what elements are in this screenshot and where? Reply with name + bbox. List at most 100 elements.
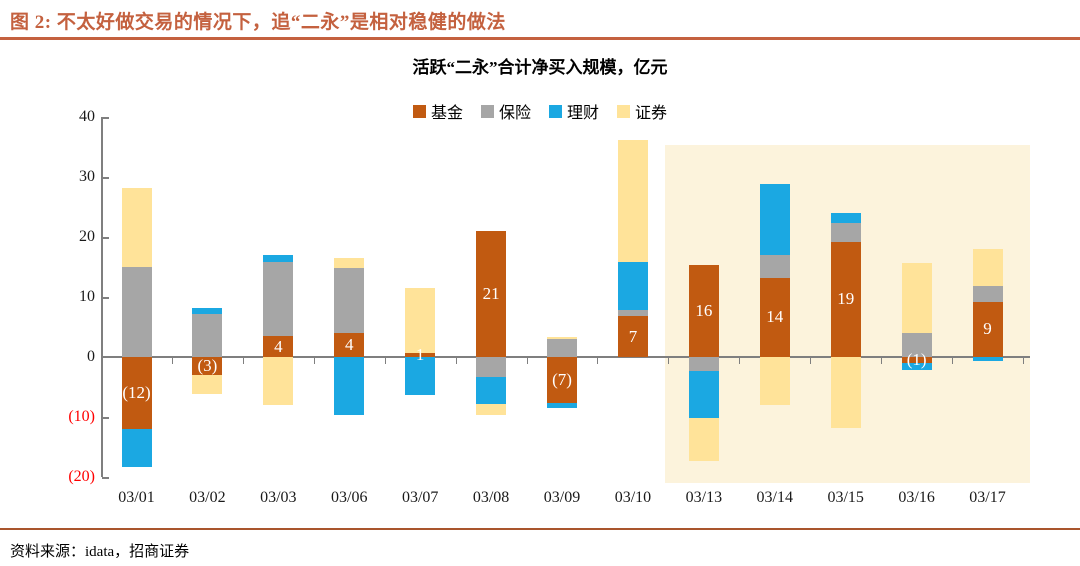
x-axis-tick [952, 357, 954, 364]
bar-segment-保险-03/03 [263, 262, 294, 336]
x-axis-tick [881, 357, 883, 364]
bar-segment-证券-03/08 [476, 404, 507, 415]
bar-segment-保险-03/06 [334, 268, 365, 333]
bar-segment-理财-03/15 [830, 213, 861, 224]
y-axis-tick [102, 477, 109, 479]
y-axis-tick [102, 177, 109, 179]
bar-value-label: (1) [906, 350, 927, 369]
bar-value-label: 16 [695, 300, 713, 320]
source-line: 资料来源：idata，招商证券 [10, 544, 190, 560]
bar-segment-保险-03/01 [121, 267, 152, 357]
bar-segment-基金-03/15 [830, 241, 861, 357]
bar-segment-证券-03/09 [547, 336, 578, 339]
y-axis-tick [102, 237, 109, 239]
bar-segment-保险-03/13 [688, 357, 719, 372]
legend-swatch-icon [480, 104, 494, 118]
bar-segment-证券-03/16 [901, 262, 932, 333]
y-axis-tick-label: 0 [87, 348, 95, 365]
bar-segment-保险-03/09 [547, 339, 578, 357]
legend-item-保险: 保险 [480, 99, 531, 123]
bar-segment-理财-03/14 [759, 184, 790, 255]
legend-label: 保险 [498, 105, 531, 122]
x-axis-label: 03/10 [614, 489, 652, 506]
x-axis-tick [1022, 357, 1024, 364]
bar-segment-保险-03/14 [759, 255, 790, 278]
bar-value-label: 4 [345, 335, 354, 354]
bar-segment-理财-03/02 [192, 307, 223, 314]
bar-segment-保险-03/02 [192, 313, 223, 357]
bar-segment-基金-03/07 [405, 352, 436, 357]
legend-label: 理财 [567, 105, 600, 122]
legend-swatch-icon [617, 104, 631, 118]
bar-segment-保险-03/10 [617, 309, 648, 317]
bar-segment-理财-03/17 [972, 357, 1003, 361]
y-axis-tick-label: 10 [79, 288, 95, 305]
bar-segment-证券-03/13 [688, 417, 719, 461]
x-axis-tick [739, 357, 741, 364]
x-axis-tick [526, 357, 528, 364]
y-axis-tick-label: (10) [68, 408, 95, 425]
bar-segment-证券-03/15 [830, 357, 861, 428]
y-axis-tick [102, 117, 109, 119]
bar-segment-理财-03/06 [334, 357, 365, 416]
bar-segment-证券-03/07 [405, 288, 436, 353]
bar-segment-理财-03/10 [617, 261, 648, 310]
bar-value-label: 14 [766, 307, 784, 327]
x-axis-label: 03/06 [331, 489, 368, 506]
bar-segment-理财-03/08 [476, 376, 507, 405]
bar-segment-保险-03/17 [972, 286, 1003, 302]
bar-segment-证券-03/02 [192, 375, 223, 395]
bar-segment-理财-03/03 [263, 255, 294, 263]
bar-segment-基金-03/16 [901, 357, 932, 363]
x-axis-label: 03/07 [401, 489, 439, 506]
bar-segment-保险-03/08 [476, 357, 507, 377]
bar-segment-基金-03/03 [263, 336, 294, 357]
bar-segment-基金-03/01 [121, 357, 152, 429]
figure-title: 图 2: 不太好做交易的情况下，追“二永”是相对稳健的做法 [10, 12, 506, 33]
bar-value-label: 1 [415, 344, 425, 364]
y-axis-tick-label: 20 [79, 228, 95, 245]
x-axis-tick [171, 357, 173, 364]
bar-value-label: (12) [122, 383, 151, 402]
x-axis-label: 03/01 [118, 489, 155, 506]
bar-segment-证券-03/17 [972, 249, 1003, 287]
legend-item-证券: 证券 [617, 99, 667, 123]
x-axis-tick [668, 357, 670, 364]
bar-value-label: (3) [197, 356, 218, 375]
bar-value-label: 9 [983, 319, 992, 339]
legend-label: 基金 [430, 105, 463, 122]
x-axis-label: 03/14 [756, 489, 793, 506]
y-axis-tick-label: 30 [79, 168, 95, 185]
x-axis-tick [384, 357, 386, 364]
x-axis-tick [313, 357, 315, 364]
y-axis-line [101, 117, 103, 477]
bar-segment-基金-03/02 [192, 357, 223, 375]
legend-swatch-icon [549, 104, 562, 118]
bar-segment-基金-03/09 [547, 357, 578, 403]
bar-segment-保险-03/15 [830, 223, 861, 242]
x-axis-label: 03/03 [260, 489, 297, 506]
x-axis-label: 03/15 [827, 489, 864, 506]
title-separator-rule [0, 37, 1080, 40]
bar-segment-证券-03/03 [263, 357, 294, 405]
bar-segment-基金-03/17 [972, 301, 1003, 357]
bar-segment-理财-03/07 [405, 357, 436, 395]
bar-value-label: 19 [837, 289, 855, 309]
x-axis-tick [242, 357, 244, 364]
bar-segment-证券-03/01 [121, 187, 152, 267]
bar-value-label: 4 [274, 336, 283, 356]
bar-segment-理财-03/01 [121, 429, 152, 467]
x-axis-label: 03/08 [472, 489, 510, 506]
x-axis-tick [597, 357, 599, 364]
x-axis-tick [810, 357, 812, 364]
bar-segment-证券-03/06 [334, 258, 365, 269]
bar-value-label: 7 [628, 326, 638, 346]
chart-title: 活跃“二永”合计净买入规模，亿元 [412, 58, 668, 77]
legend-item-基金: 基金 [412, 99, 463, 123]
x-axis-label: 03/02 [189, 489, 226, 506]
y-axis-tick-label: 40 [79, 108, 95, 125]
bar-segment-基金-03/14 [759, 277, 790, 357]
x-axis-label: 03/13 [685, 489, 723, 506]
